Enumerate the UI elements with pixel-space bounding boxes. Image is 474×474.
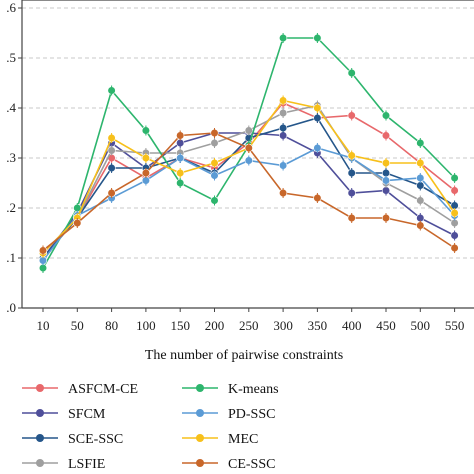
x-tick-label: 10 — [37, 318, 50, 333]
y-tick-label: .1 — [6, 250, 16, 265]
legend-label: MEC — [228, 432, 258, 447]
y-tick-label: .0 — [6, 300, 16, 315]
legend-label: CE-SSC — [228, 457, 275, 472]
legend-swatch-marker — [36, 409, 44, 417]
legend-label: SFCM — [68, 407, 106, 422]
y-tick-labels: .0 .1 .2 .3 .4 .5 .6 — [6, 0, 16, 315]
legend-swatch-marker — [36, 434, 44, 442]
legend-swatch-marker — [196, 434, 204, 442]
x-tick-label: 550 — [445, 318, 465, 333]
x-tick-label: 100 — [136, 318, 156, 333]
x-tick-label: 150 — [170, 318, 190, 333]
legend-label: SCE-SSC — [68, 432, 123, 447]
y-tick-label: .2 — [6, 200, 16, 215]
legend-label: K-means — [228, 382, 279, 397]
x-tick-labels: 10 50 80 100 150 200 250 300 350 400 450 500 550 — [37, 318, 465, 333]
y-tick-label: .3 — [6, 150, 16, 165]
legend-item: SCE-SSC — [22, 432, 123, 447]
series-lines — [38, 33, 459, 273]
x-tick-label: 200 — [205, 318, 225, 333]
x-tick-label: 250 — [239, 318, 259, 333]
x-tick-label: 300 — [273, 318, 293, 333]
legend-item: K-means — [182, 382, 279, 397]
legend-swatch-marker — [36, 459, 44, 467]
x-tick-label: 50 — [71, 318, 84, 333]
legend-item: CE-SSC — [182, 457, 275, 472]
legend-item: ASFCM-CE — [22, 382, 138, 397]
y-tick-label: .4 — [6, 100, 16, 115]
legend-swatch-marker — [196, 409, 204, 417]
x-tick-label: 400 — [342, 318, 362, 333]
legend: ASFCM-CE SFCM SCE-SSC LSFIE K-means PD-SSC MEC… — [22, 382, 279, 472]
x-axis-title: The number of pairwise constraints — [145, 348, 343, 363]
x-tick-label: 350 — [308, 318, 328, 333]
axes — [18, 0, 474, 312]
x-tick-label: 500 — [411, 318, 431, 333]
legend-swatch-marker — [36, 384, 44, 392]
series-ce-ssc — [38, 128, 459, 256]
y-tick-label: .6 — [6, 0, 16, 15]
legend-label: ASFCM-CE — [68, 382, 138, 397]
legend-item: LSFIE — [22, 457, 105, 472]
x-tick-label: 80 — [105, 318, 118, 333]
legend-swatch-marker — [196, 459, 204, 467]
legend-item: MEC — [182, 432, 258, 447]
legend-item: SFCM — [22, 407, 106, 422]
x-tick-label: 450 — [376, 318, 396, 333]
legend-swatch-marker — [196, 384, 204, 392]
y-tick-label: .5 — [6, 50, 16, 65]
legend-label: PD-SSC — [228, 407, 275, 422]
legend-label: LSFIE — [68, 457, 105, 472]
legend-item: PD-SSC — [182, 407, 275, 422]
